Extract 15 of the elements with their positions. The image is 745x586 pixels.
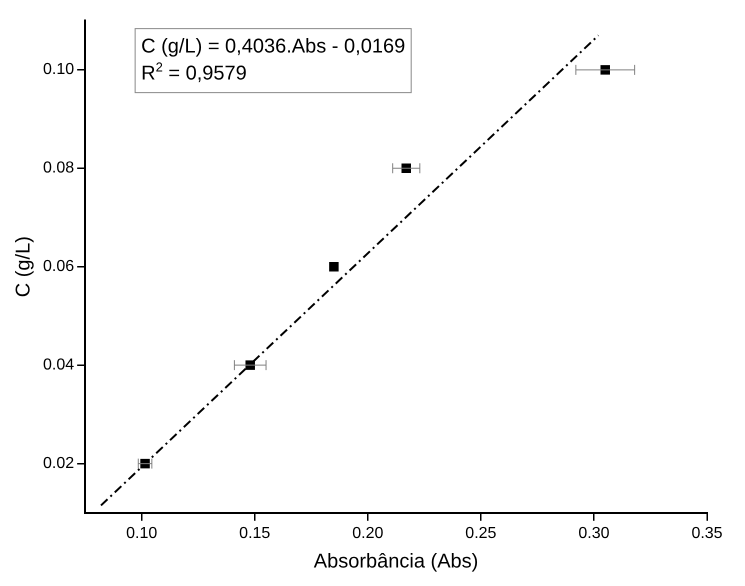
point — [329, 262, 339, 272]
x-tick-label: 0.30 — [578, 524, 610, 542]
y-tick-label: 0.10 — [43, 61, 74, 78]
x-axis-title: Absorbância (Abs) — [314, 550, 478, 573]
x-tick-label: 0.20 — [352, 524, 384, 542]
y-tick-label: 0.08 — [43, 160, 74, 177]
x-tick-label: 0.25 — [465, 524, 497, 542]
x-tick-label: 0.10 — [126, 524, 158, 542]
y-tick-label: 0.02 — [43, 454, 74, 472]
y-tick-label: 0.06 — [43, 258, 74, 276]
y-tick-label: 0.04 — [43, 356, 74, 374]
x-tick-label: 0.35 — [691, 524, 723, 542]
annotation: C (g/L) = 0,4036.Abs - 0,0169 — [141, 36, 406, 58]
x-tick-label: 0.15 — [239, 524, 270, 542]
y-axis-title: C (g/L) — [12, 236, 35, 298]
